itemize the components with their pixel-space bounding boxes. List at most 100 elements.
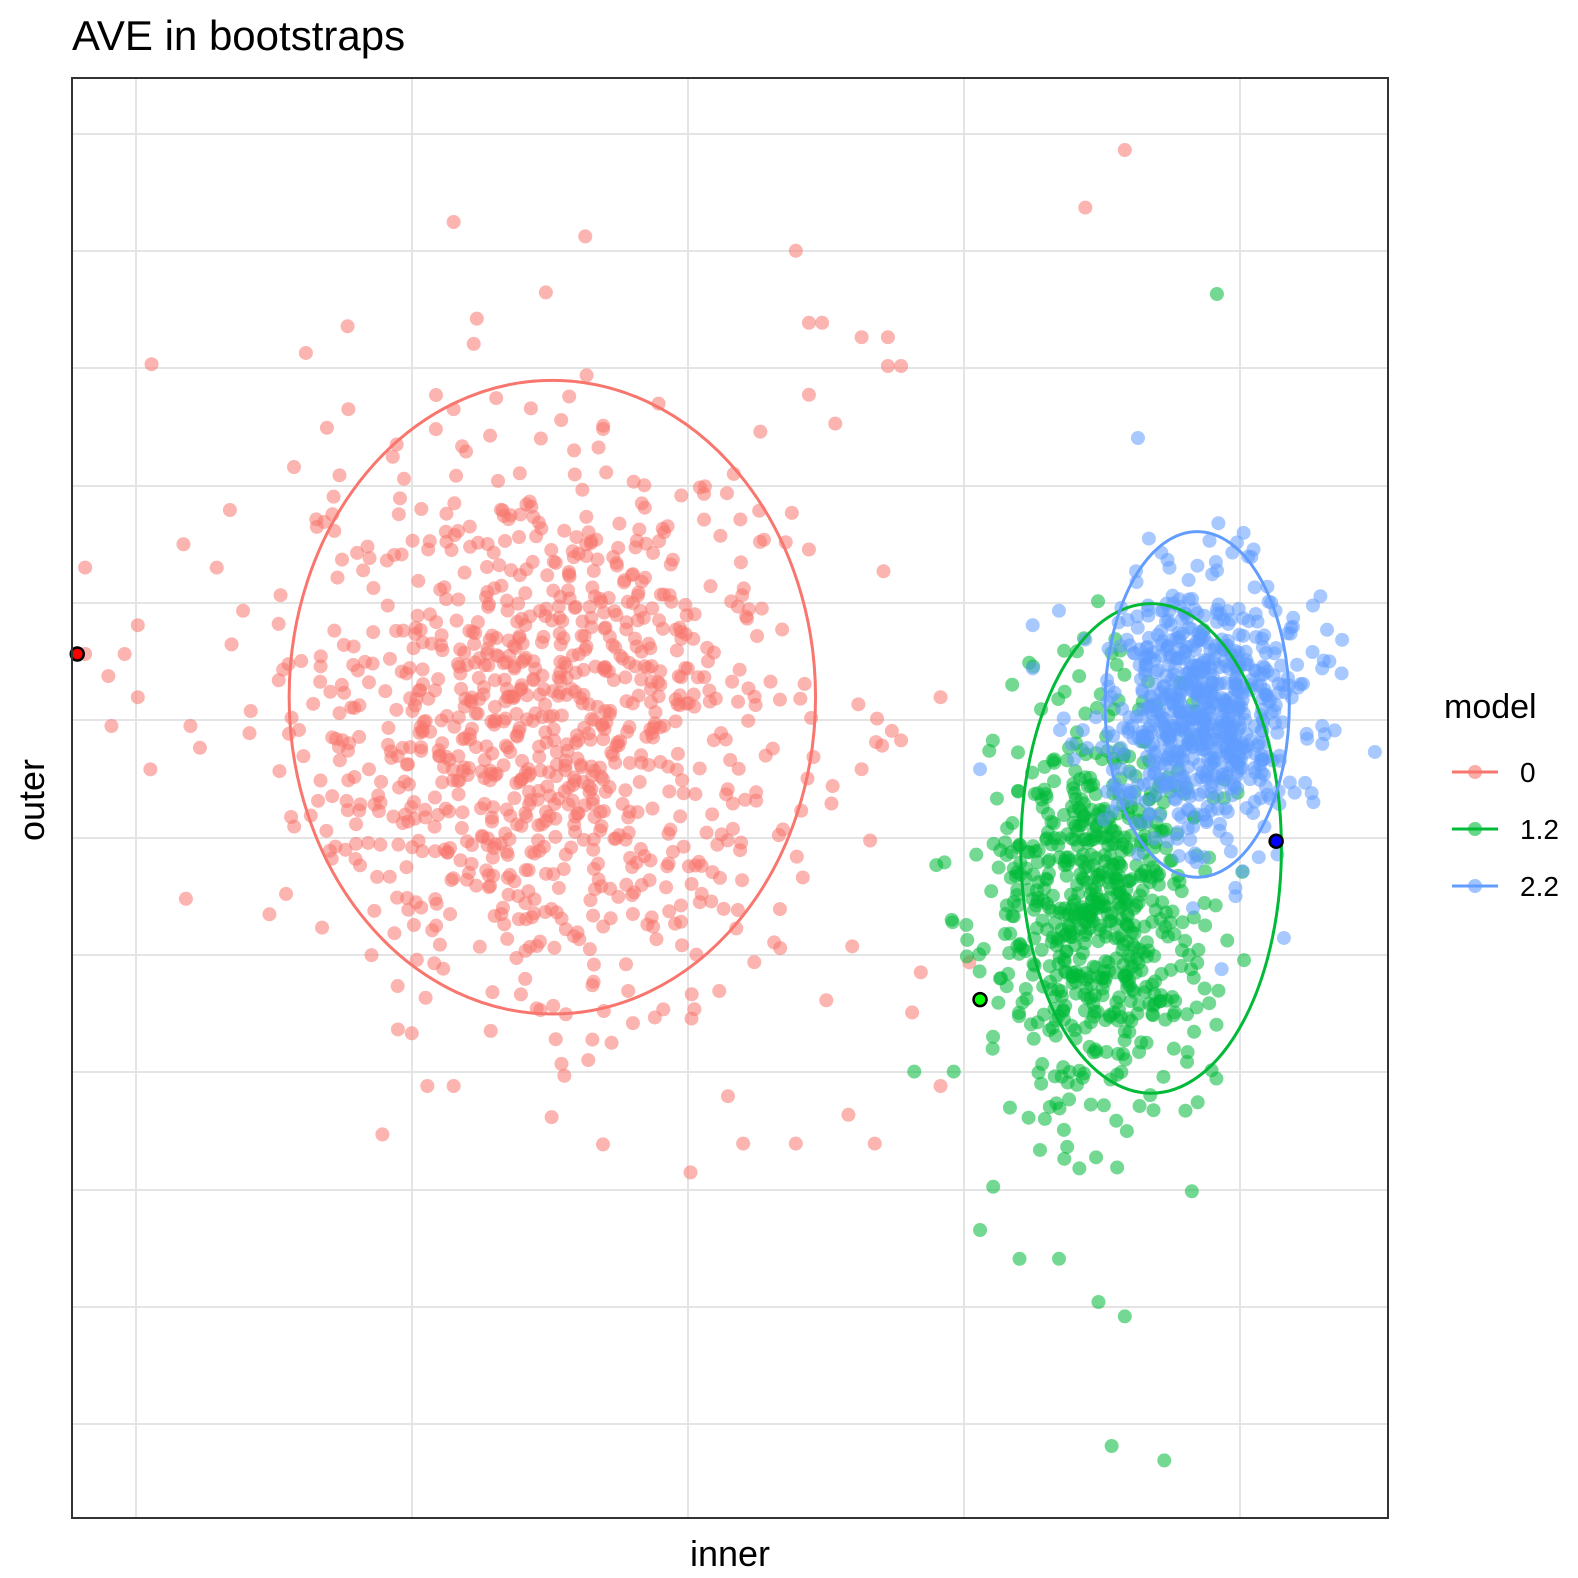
data-point [1186,819,1201,834]
data-point [380,598,395,613]
data-point [389,437,404,452]
data-point [1184,1184,1199,1199]
data-point [402,661,417,676]
data-point [286,460,301,475]
data-point [1204,786,1219,801]
data-point [1156,1069,1171,1084]
data-point [342,736,357,751]
data-point [680,661,695,676]
data-point [583,893,598,908]
data-point [631,688,646,703]
data-point [729,921,744,936]
confidence-ellipse-2.2 [1103,530,1291,879]
data-point [1037,1111,1052,1126]
legend: model 0 1.2 2.2 [1444,688,1559,902]
data-point [652,534,667,549]
data-point [733,512,748,527]
data-point [542,709,557,724]
data-point [946,1064,961,1079]
data-point [457,645,472,660]
data-point [738,792,753,807]
data-point [1209,740,1224,755]
data-point [1072,1063,1087,1078]
data-point [421,542,436,557]
data-point [1130,620,1145,635]
data-point [699,825,714,840]
data-point [624,888,639,903]
data-point [1047,774,1062,789]
data-point [880,330,895,345]
data-point [1199,725,1214,740]
data-point [973,762,988,777]
data-point [1185,901,1200,916]
data-point [1250,614,1265,629]
data-point [663,557,678,572]
data-point [453,666,468,681]
data-point [518,586,533,601]
data-point [749,785,764,800]
data-point [1090,892,1105,907]
data-point [634,672,649,687]
data-point [617,573,632,588]
data-point [773,941,788,956]
data-point [575,482,590,497]
data-point [466,336,481,351]
data-point [507,689,522,704]
data-point [1069,644,1084,659]
data-point [1197,981,1212,996]
data-point [367,903,382,918]
data-point [815,315,830,330]
confidence-ellipse-0 [287,378,818,1016]
data-point [545,613,560,628]
data-point [551,880,566,895]
data-point [793,691,808,706]
data-point [501,512,516,527]
data-point [556,862,571,877]
data-point [1080,740,1095,755]
data-point [501,887,516,902]
data-point [526,509,541,524]
data-point [437,580,452,595]
data-point [347,700,362,715]
data-point [1189,686,1204,701]
data-point [1143,719,1158,734]
data-point [716,901,731,916]
data-point [533,431,548,446]
data-point [1184,850,1199,865]
data-point [511,530,526,545]
data-point [1039,896,1054,911]
data-point [529,529,544,544]
data-point [499,802,514,817]
data-point [549,745,564,760]
data-point [1034,942,1049,957]
data-point [1246,806,1261,821]
data-point [637,500,652,515]
data-point [1006,861,1021,876]
data-point [507,659,522,674]
data-point [427,819,442,834]
data-point [1047,755,1062,770]
data-point [469,311,484,326]
data-point [824,796,839,811]
data-point [645,601,660,616]
data-point [291,722,306,737]
data-point [374,774,389,789]
data-point [178,891,193,906]
data-point [1113,885,1128,900]
data-point [825,779,840,794]
data-point [1029,921,1044,936]
data-point [271,673,286,688]
data-point [570,751,585,766]
data-point [880,359,895,373]
data-point [621,810,636,825]
data-point [620,594,635,609]
data-point [1079,980,1094,995]
data-point [1167,720,1182,735]
data-point [590,699,605,714]
data-point [732,662,747,677]
data-point [1187,642,1202,657]
data-point [1114,859,1129,874]
data-point [362,551,377,566]
data-point [489,391,504,406]
data-point [586,832,601,847]
